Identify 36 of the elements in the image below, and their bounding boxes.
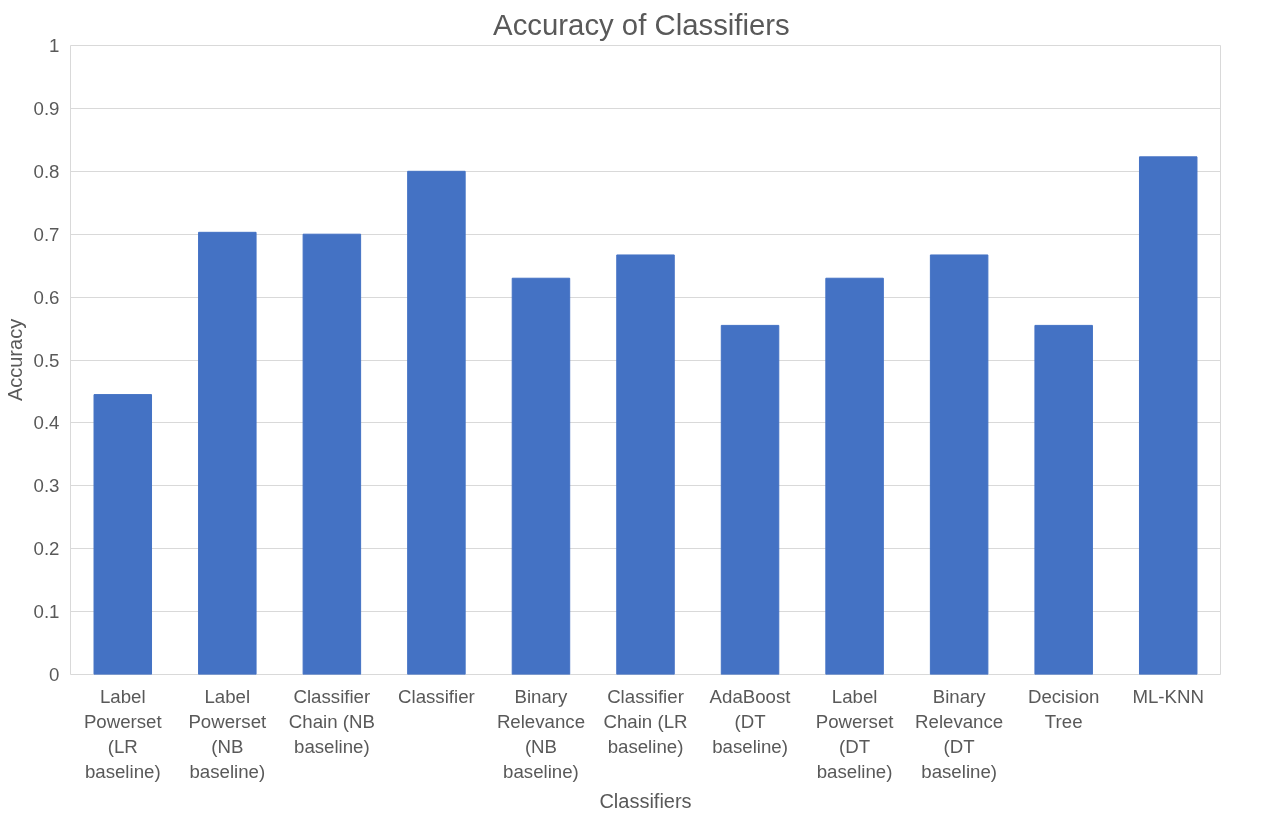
- y-tick-label: 0.6: [33, 286, 60, 308]
- y-tick-label: 0.7: [33, 223, 60, 245]
- y-tick-label: 0.5: [33, 349, 60, 371]
- x-axis-title: Classifiers: [599, 790, 692, 813]
- bar: [1034, 324, 1093, 675]
- bar: [93, 394, 153, 675]
- y-tick-label: 1: [49, 35, 60, 56]
- bar: [511, 277, 571, 675]
- x-tick-label: Binary Relevance (NB baseline): [496, 685, 586, 783]
- x-tick-label: Classifier Chain (LR baseline): [603, 685, 688, 757]
- y-tick-label: 0.1: [33, 601, 60, 623]
- x-tick-label: Label Powerset (DT baseline): [815, 685, 895, 783]
- x-tick-label: Classifier Chain (NB baseline): [288, 685, 375, 757]
- x-tick-label: Decision Tree: [1027, 685, 1100, 732]
- bar: [616, 254, 675, 675]
- bar: [302, 233, 362, 675]
- bar: [1138, 156, 1198, 675]
- x-tick-label: Binary Relevance (DT baseline): [915, 685, 1004, 783]
- x-tick-label: Label Powerset (NB baseline): [188, 685, 268, 783]
- bar: [720, 324, 780, 675]
- y-tick-label: 0.8: [33, 160, 60, 182]
- y-axis-title: Accuracy: [3, 318, 26, 402]
- chart-title: Accuracy of Classifiers: [493, 7, 790, 41]
- bar: [407, 170, 466, 675]
- bar: [825, 277, 884, 675]
- x-tick-label: Classifier: [398, 685, 475, 707]
- bar: [198, 231, 257, 675]
- y-tick-label: 0.3: [33, 475, 60, 497]
- x-tick-label: AdaBoost (DT baseline): [709, 685, 792, 757]
- y-tick-label: 0.9: [33, 97, 60, 119]
- y-tick-label: 0.2: [33, 538, 60, 560]
- y-tick-label: 0: [49, 664, 60, 685]
- y-tick-label: 0.4: [33, 412, 60, 434]
- x-tick-label: ML-KNN: [1132, 685, 1204, 707]
- x-tick-label: Label Powerset (LR baseline): [83, 685, 163, 783]
- bar: [929, 254, 989, 675]
